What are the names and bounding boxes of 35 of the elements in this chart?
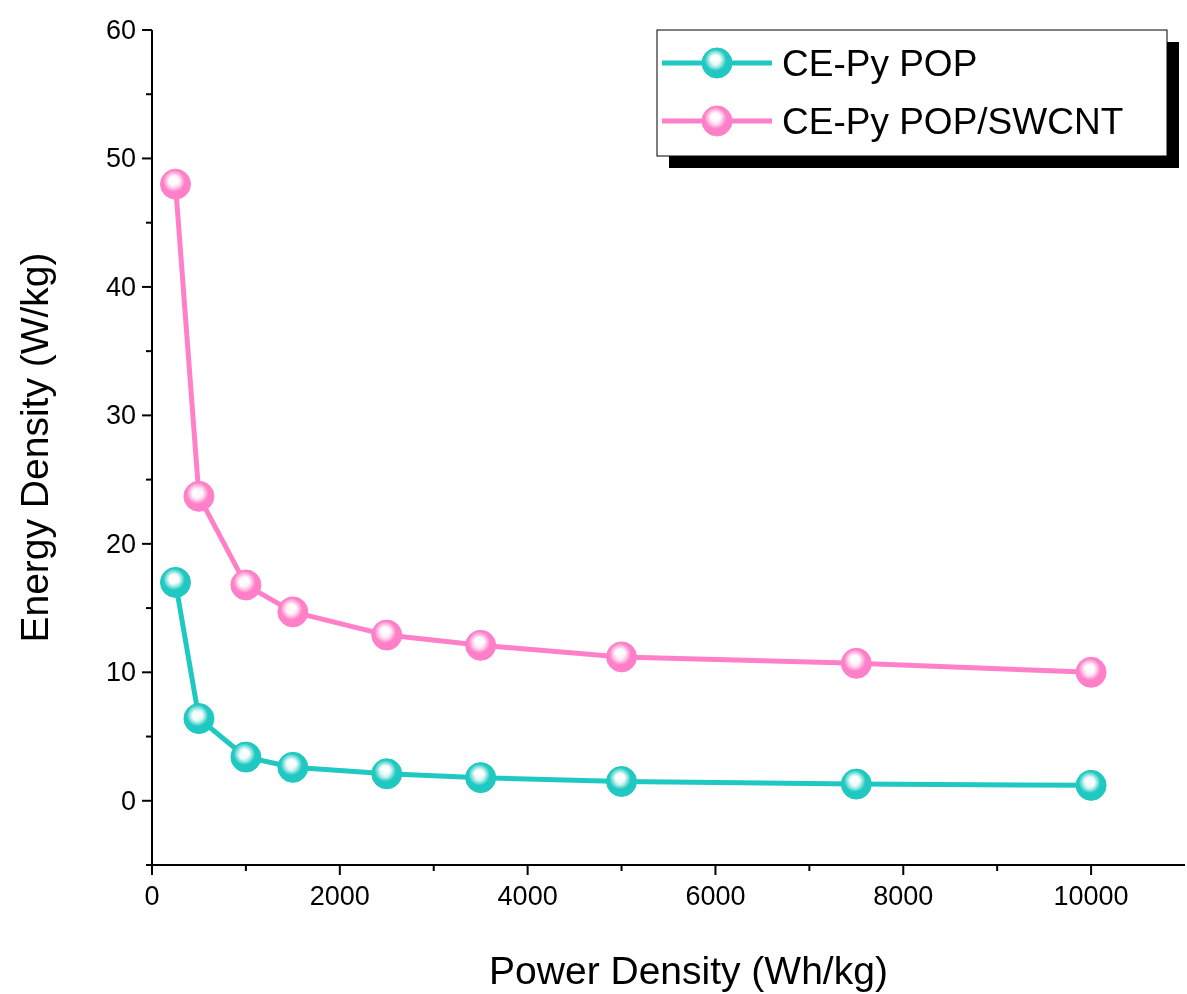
point (465, 629, 497, 661)
y-tick-label: 20 (105, 528, 136, 559)
point (159, 168, 191, 200)
x-tick-label: 6000 (685, 881, 746, 911)
x-tick-label: 10000 (1053, 881, 1129, 911)
y-tick-label: 50 (105, 143, 136, 174)
point (840, 647, 872, 679)
point (230, 741, 262, 773)
point (159, 566, 191, 598)
point (840, 768, 872, 800)
point (183, 703, 215, 735)
point (606, 766, 638, 797)
point (1075, 769, 1107, 801)
point (277, 751, 309, 783)
legend-label: CE-Py POP (782, 43, 978, 84)
x-tick-label: 0 (144, 881, 160, 911)
point (371, 619, 403, 651)
x-tick-label: 4000 (497, 881, 558, 911)
y-tick-label: 60 (105, 15, 136, 45)
point (606, 641, 638, 673)
point (1075, 656, 1107, 688)
y-tick-label: 40 (105, 271, 136, 302)
point (371, 758, 403, 790)
point (230, 569, 262, 601)
y-tick-label: 10 (105, 657, 136, 688)
x-tick-label: 2000 (309, 881, 370, 911)
point (183, 480, 215, 512)
y-tick-label: 0 (120, 785, 136, 816)
x-axis-title: Power Density (Wh/kg) (489, 949, 888, 992)
legend-label: CE-Py POP/SWCNT (782, 101, 1124, 142)
y-axis-title: Energy Density (W/kg) (13, 252, 56, 643)
point (277, 596, 309, 628)
x-tick-label: 8000 (873, 881, 934, 911)
y-tick-label: 30 (105, 400, 136, 431)
point (465, 762, 497, 794)
